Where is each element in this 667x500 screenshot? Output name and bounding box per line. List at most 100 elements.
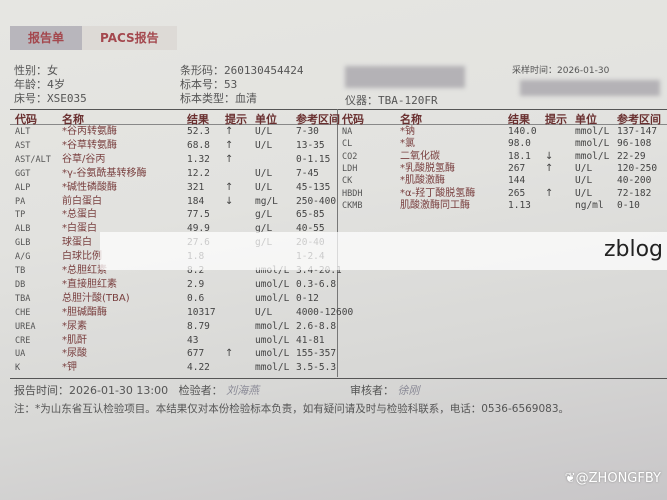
cell-name: 白球比例 xyxy=(62,251,102,263)
cell-hint: ↑ xyxy=(225,181,234,193)
cell-unit: mmol/L xyxy=(575,126,610,137)
report-time: 报告时间：2026-01-30 13:00 检验者： 刘海燕 xyxy=(14,384,260,397)
cell-range: 3.5-5.3 xyxy=(296,362,337,374)
cell-unit: U/L xyxy=(255,167,273,179)
divider xyxy=(10,109,667,110)
cell-hint: ↑ xyxy=(545,187,554,199)
table-row: PA 前白蛋白 184 ↓ mg/L 250-400 xyxy=(0,196,667,208)
cell-unit: U/L xyxy=(575,187,593,199)
specimen-number: 标本号：53 xyxy=(180,78,238,91)
cell-code: K xyxy=(15,363,21,374)
cell-name: *谷草转氨酶 xyxy=(62,139,117,151)
table-row: TBA 总胆汁酸(TBA) 0.6 umol/L 0-12 xyxy=(0,293,667,305)
header-hint: 提示 xyxy=(545,113,567,126)
cell-name: *尿素 xyxy=(62,320,87,332)
cell-code: AST xyxy=(15,140,31,151)
table-row: DB *直接胆红素 2.9 umol/L 0.3-6.8 xyxy=(0,279,667,291)
cell-result: 10317 xyxy=(187,306,216,318)
cell-result: 2.9 xyxy=(187,278,205,290)
cell-range: 22-29 xyxy=(617,150,646,162)
cell-unit: umol/L xyxy=(255,334,290,346)
patient-info-left: 性别：女 年龄：4岁 床号：XSE035 xyxy=(14,64,87,106)
header-unit: 单位 xyxy=(575,113,597,126)
cell-result: 98.0 xyxy=(508,138,531,150)
cell-unit: g/L xyxy=(255,223,273,235)
cell-code: A/G xyxy=(15,252,31,263)
cell-range: 65-85 xyxy=(296,209,325,221)
cell-name: *钾 xyxy=(62,362,77,374)
cell-code: DB xyxy=(15,279,26,290)
cell-code: TBA xyxy=(15,293,31,304)
cell-hint: ↓ xyxy=(225,195,234,207)
specimen-type: 标本类型：血清 xyxy=(180,92,257,105)
cell-code: CO2 xyxy=(342,151,358,162)
redacted-block xyxy=(345,66,465,88)
patient-info-mid: 条形码：260130454424 标本号：53 标本类型：血清 xyxy=(180,64,303,106)
cell-name: *总蛋白 xyxy=(62,209,97,221)
cell-result: 1.32 xyxy=(187,153,210,165)
table-row: K *钾 4.22 mmol/L 3.5-5.3 xyxy=(0,362,667,374)
table-row: ALB *白蛋白 49.9 g/L 40-55 xyxy=(0,223,667,235)
cell-hint: ↑ xyxy=(225,153,234,165)
cell-result: 140.0 xyxy=(508,126,537,137)
cell-range: 137-147 xyxy=(617,126,658,137)
cell-name: 谷草/谷丙 xyxy=(62,153,106,165)
cell-unit: U/L xyxy=(255,126,273,137)
cell-result: 1.13 xyxy=(508,199,531,211)
cell-result: 43 xyxy=(187,334,199,346)
cell-name: *胆碱酯酶 xyxy=(62,306,107,318)
cell-name: 总胆汁酸(TBA) xyxy=(62,292,130,304)
divider xyxy=(10,378,667,379)
divider xyxy=(10,124,667,125)
cell-result: 144 xyxy=(508,175,526,187)
cell-name: 球蛋白 xyxy=(62,237,92,249)
cell-unit: U/L xyxy=(575,175,593,187)
table-row: GGT *γ-谷氨酰基转移酶 12.2 U/L 7-45 xyxy=(0,168,667,180)
cell-code: CL xyxy=(342,139,353,150)
cell-unit: umol/L xyxy=(255,292,290,304)
barcode: 条形码：260130454424 xyxy=(180,64,304,77)
table-row: HBDH *α-羟丁酸脱氢酶 265 ↑ U/L 72-182 xyxy=(0,188,667,200)
reviewer: 审核者： 徐刚 xyxy=(350,384,420,397)
cell-range: 0-1.15 xyxy=(296,153,331,165)
reviewer-signature: 徐刚 xyxy=(397,384,420,397)
cell-code: PA xyxy=(15,196,26,207)
cell-unit: U/L xyxy=(575,162,593,174)
cell-name: *直接胆红素 xyxy=(62,278,117,290)
cell-unit: g/L xyxy=(255,209,273,221)
cell-hint: ↓ xyxy=(545,150,554,162)
header-result: 结果 xyxy=(508,113,530,126)
tab-pacs-report[interactable]: PACS报告 xyxy=(82,26,177,50)
cell-name: *尿酸 xyxy=(62,348,87,360)
tester-signature: 刘海燕 xyxy=(226,384,260,397)
cell-name: *白蛋白 xyxy=(62,223,97,235)
footer-note: 注：*为山东省互认检验项目。本结果仅对本份检验标本负责，如有疑问请及时与检验科联… xyxy=(14,403,570,415)
cell-hint: ↑ xyxy=(225,139,234,151)
cell-range: 7-45 xyxy=(296,167,319,179)
cell-name: *谷丙转氨酶 xyxy=(62,126,117,137)
bed-number: 床号：XSE035 xyxy=(14,92,87,105)
header-code: 代码 xyxy=(15,113,37,126)
cell-unit: mmol/L xyxy=(255,320,290,332)
table-row: TB *总胆红素 8.2 umol/L 3.4-20.1 xyxy=(0,265,667,277)
leaf-icon: ❦ xyxy=(564,471,576,486)
cell-code: AST/ALT xyxy=(15,154,51,165)
cell-range: 3.4-20.1 xyxy=(296,265,342,276)
table-row: CRE *肌酐 43 umol/L 41-81 xyxy=(0,335,667,347)
cell-unit: mmol/L xyxy=(575,138,610,150)
header-unit: 单位 xyxy=(255,113,277,126)
tab-report[interactable]: 报告单 xyxy=(10,26,83,50)
cell-code: TB xyxy=(15,266,26,276)
cell-result: 265 xyxy=(508,187,526,199)
cell-result: 18.1 xyxy=(508,150,531,162)
cell-result: 49.9 xyxy=(187,223,210,235)
cell-name: 肌酸激酶同工酶 xyxy=(400,199,470,211)
table-row: ALT *谷丙转氨酶 52.3 ↑ U/L 7-30 xyxy=(0,126,667,138)
cell-code: CRE xyxy=(15,335,31,346)
collect-time: 采样时间：2026-01-30 xyxy=(512,66,610,76)
cell-range: 40-200 xyxy=(617,175,652,187)
cell-range: 72-182 xyxy=(617,187,652,199)
header-hint: 提示 xyxy=(225,113,247,126)
cell-name: *肌酐 xyxy=(62,334,87,346)
cell-range: 13-35 xyxy=(296,139,325,151)
